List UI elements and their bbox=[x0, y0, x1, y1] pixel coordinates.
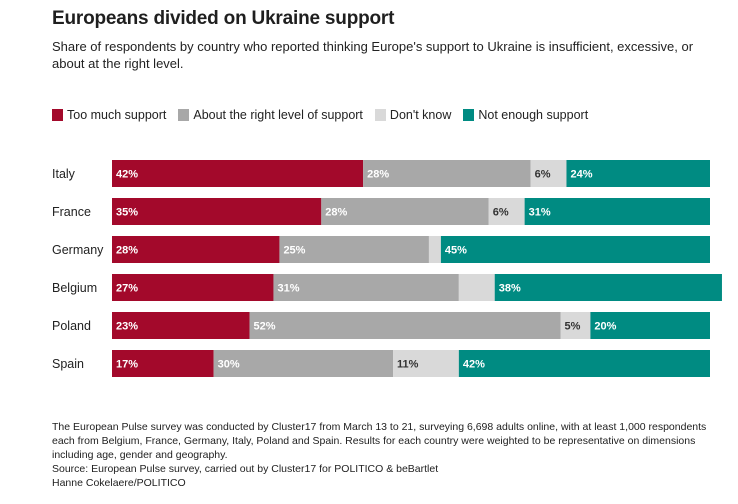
source-note: Source: European Pulse survey, carried o… bbox=[52, 463, 439, 475]
credit-note: Hanne Cokelaere/POLITICO bbox=[52, 477, 186, 489]
footnote: The European Pulse survey was conducted … bbox=[52, 420, 722, 490]
data-label: 31% bbox=[529, 207, 551, 219]
data-label: 28% bbox=[325, 207, 347, 219]
bar-segment bbox=[393, 350, 459, 377]
data-label: 23% bbox=[116, 321, 138, 333]
bar-segment bbox=[458, 274, 495, 301]
legend-label: Too much support bbox=[67, 108, 167, 122]
category-label: Poland bbox=[52, 319, 91, 333]
data-label: 28% bbox=[116, 245, 138, 257]
bar-segment bbox=[321, 198, 489, 225]
category-label: Italy bbox=[52, 167, 76, 181]
bar-segment bbox=[279, 236, 429, 263]
data-label: 28% bbox=[367, 169, 389, 181]
bar-segment bbox=[524, 198, 710, 225]
bar-segment bbox=[112, 198, 322, 225]
data-label: 27% bbox=[116, 283, 138, 295]
data-label: 42% bbox=[463, 359, 485, 371]
bar-segment bbox=[249, 312, 561, 339]
data-label: 17% bbox=[116, 359, 138, 371]
data-label: 38% bbox=[499, 283, 521, 295]
bar-segment bbox=[560, 312, 591, 339]
bar-segment bbox=[112, 160, 364, 187]
bar-segment bbox=[458, 350, 710, 377]
data-label: 24% bbox=[570, 169, 592, 181]
legend-item-not-enough: Not enough support bbox=[463, 108, 588, 122]
legend-label: Don't know bbox=[389, 108, 452, 122]
bar-segment bbox=[112, 350, 214, 377]
legend-swatch bbox=[52, 109, 63, 121]
data-label: 5% bbox=[565, 321, 581, 333]
legend-swatch bbox=[178, 109, 190, 121]
bar-row-poland: Poland 23% 52% 5% 20% bbox=[52, 312, 710, 339]
data-label: 35% bbox=[116, 207, 138, 219]
bar-segment bbox=[213, 350, 394, 377]
legend-swatch bbox=[463, 109, 475, 121]
bar-row-belgium: Belgium 27% 31% 38% bbox=[52, 274, 722, 301]
bar-row-spain: Spain 17% 30% 11% 42% bbox=[52, 350, 710, 377]
stacked-bar-chart: Italy 42% 28% 6% 24% France 35% 28% 6% 31% Germany… bbox=[52, 160, 722, 377]
data-label: 6% bbox=[535, 169, 551, 181]
bar-segment bbox=[566, 160, 710, 187]
legend-label: Not enough support bbox=[478, 108, 589, 122]
legend-item-dont-know: Don't know bbox=[374, 108, 452, 122]
data-label: 30% bbox=[218, 359, 240, 371]
bar-segment bbox=[273, 274, 459, 301]
bar-segment bbox=[112, 274, 274, 301]
data-label: 25% bbox=[283, 245, 305, 257]
data-label: 11% bbox=[397, 359, 419, 371]
bar-segment bbox=[494, 274, 722, 301]
legend: Too much support About the right level o… bbox=[52, 108, 600, 122]
bar-segment bbox=[590, 312, 710, 339]
category-label: France bbox=[52, 205, 91, 219]
data-label: 52% bbox=[254, 321, 276, 333]
data-label: 20% bbox=[594, 321, 616, 333]
bar-segment bbox=[112, 312, 250, 339]
legend-item-right-level: About the right level of support bbox=[178, 108, 363, 122]
category-label: Belgium bbox=[52, 281, 97, 295]
category-label: Spain bbox=[52, 357, 84, 371]
data-label: 42% bbox=[116, 169, 138, 181]
legend-label: About the right level of support bbox=[193, 108, 363, 122]
bar-segment bbox=[363, 160, 531, 187]
bar-segment bbox=[440, 236, 710, 263]
bar-segment bbox=[530, 160, 567, 187]
bar-row-italy: Italy 42% 28% 6% 24% bbox=[52, 160, 710, 187]
chart-title: Europeans divided on Ukraine support bbox=[52, 8, 395, 29]
legend-swatch bbox=[374, 109, 386, 121]
category-label: Germany bbox=[52, 243, 104, 257]
bar-segment bbox=[488, 198, 525, 225]
data-label: 31% bbox=[277, 283, 299, 295]
data-label: 6% bbox=[493, 207, 509, 219]
chart-subtitle: Share of respondents by country who repo… bbox=[52, 39, 694, 71]
methodology-note: The European Pulse survey was conducted … bbox=[52, 421, 707, 461]
bar-row-germany: Germany 28% 25% 45% bbox=[52, 236, 710, 263]
legend-item-too-much: Too much support bbox=[52, 108, 166, 122]
bar-segment bbox=[112, 236, 280, 263]
bar-segment bbox=[428, 236, 441, 263]
data-label: 45% bbox=[445, 245, 467, 257]
bar-row-france: France 35% 28% 6% 31% bbox=[52, 198, 710, 225]
